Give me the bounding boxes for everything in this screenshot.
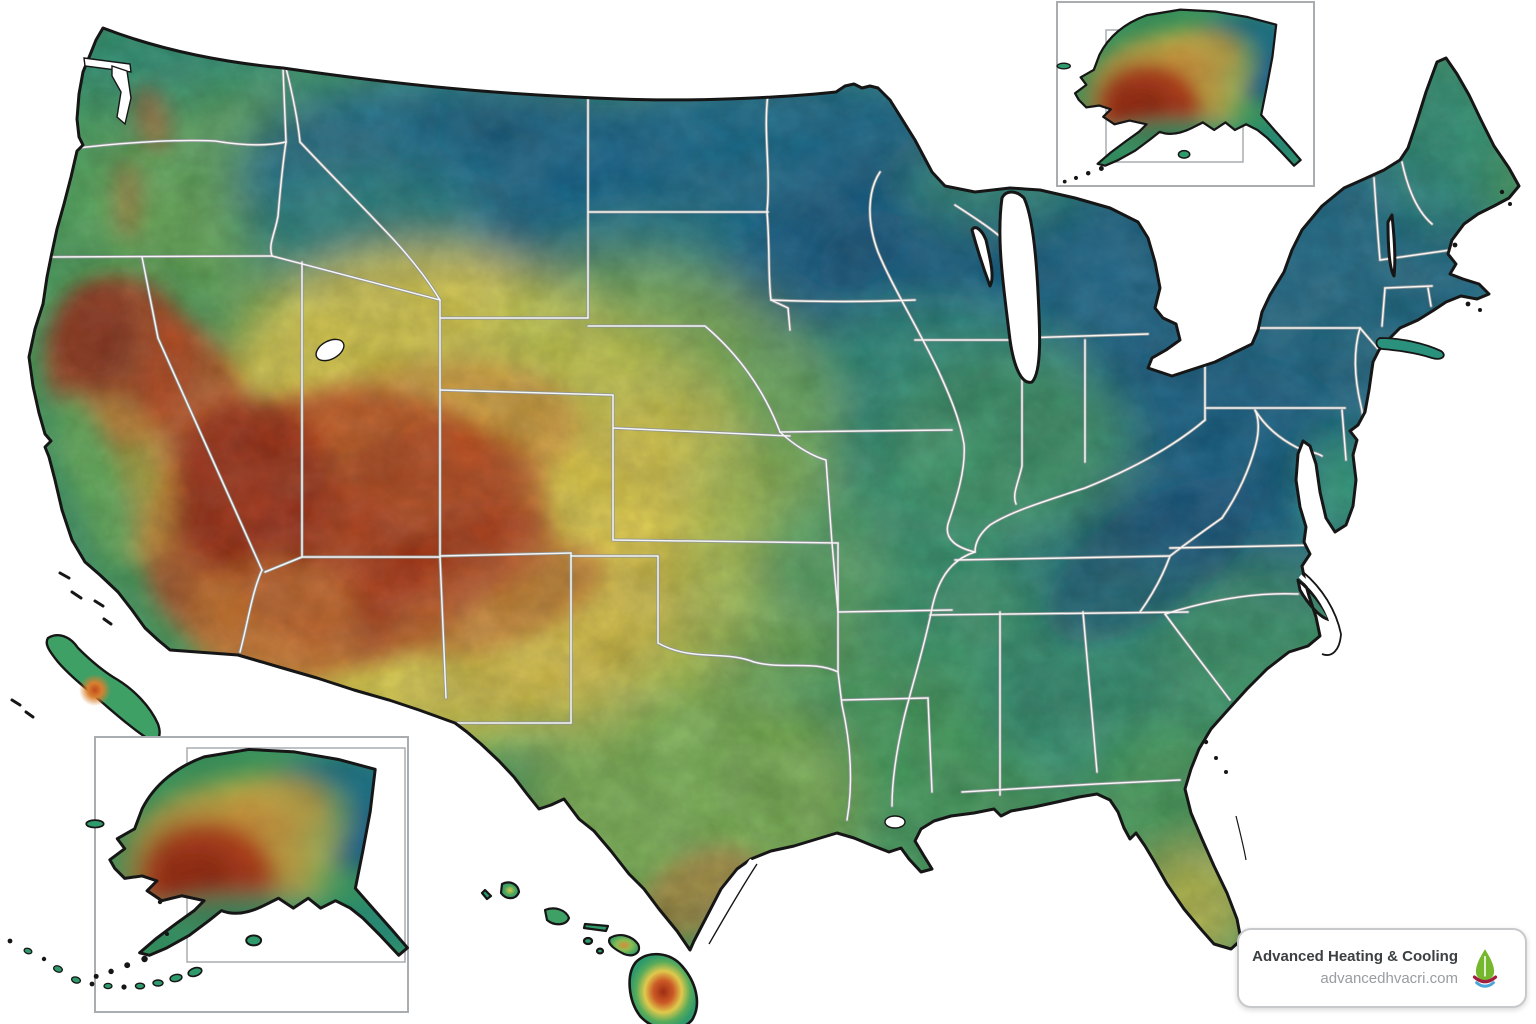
channel-islands [10, 571, 113, 719]
long-island [1375, 337, 1445, 360]
water-details [83, 57, 1342, 945]
branding-card: Advanced Heating & Cooling advancedhvacr… [1237, 928, 1527, 1008]
sea-islands [1203, 189, 1512, 774]
company-website: advancedhvacri.com [1320, 970, 1458, 987]
branding-text: Advanced Heating & Cooling advancedhvacr… [1252, 946, 1458, 990]
alaska-inset-top-right [1051, 0, 1316, 201]
leaf-drop-icon [1472, 949, 1498, 988]
aleutian-islands [7, 899, 203, 990]
company-name: Advanced Heating & Cooling [1252, 948, 1458, 966]
alaska-inset-bottom-left [7, 730, 428, 1013]
hawaii-islands [480, 881, 699, 1024]
